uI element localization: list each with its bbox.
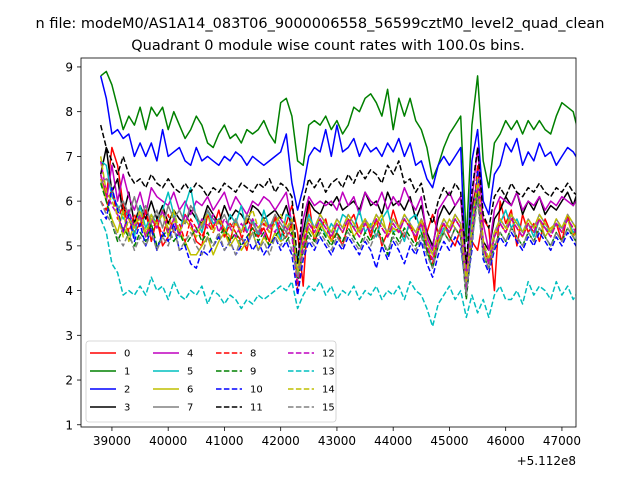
figure-suptitle: n file: modeM0/AS1A14_083T06_9000006558_… — [36, 16, 605, 32]
x-tick-label: 42000 — [262, 434, 300, 448]
axis-layer: 39000 40000 41000 42000 43000 44000 45000 46000… — [65, 60, 581, 448]
y-tick-label: 9 — [65, 60, 73, 74]
series-line-14 — [99, 156, 576, 283]
series-line-12 — [99, 160, 576, 292]
y-tick-label: 6 — [65, 195, 73, 209]
legend-label-2: 2 — [124, 385, 130, 396]
legend-label-0: 0 — [124, 349, 130, 360]
y-tick-label: 2 — [65, 374, 73, 388]
series-line-15 — [100, 200, 576, 296]
series-layer — [99, 70, 576, 328]
y-tick-label: 7 — [65, 150, 73, 164]
series-line-10 — [100, 169, 576, 296]
series-line-11 — [99, 124, 576, 265]
legend-label-14: 14 — [322, 385, 335, 396]
legend-label-13: 13 — [322, 367, 335, 378]
series-line-1 — [100, 70, 576, 243]
legend-label-3: 3 — [124, 403, 130, 414]
x-tick-label: 46000 — [487, 434, 525, 448]
chart-title: Quadrant 0 module wise count rates with … — [131, 38, 525, 54]
x-offset-label: +5.112e8 — [517, 454, 576, 468]
legend-label-4: 4 — [187, 349, 193, 360]
x-tick-label: 39000 — [93, 434, 131, 448]
legend-label-9: 9 — [250, 367, 256, 378]
series-line-13 — [100, 218, 576, 328]
y-tick-label: 3 — [65, 329, 73, 343]
x-tick-label: 45000 — [430, 434, 468, 448]
y-tick-label: 1 — [65, 418, 73, 432]
y-tick-label: 5 — [65, 239, 73, 253]
legend-label-8: 8 — [250, 349, 256, 360]
plot-frame — [80, 57, 577, 428]
x-tick-label: 44000 — [374, 434, 412, 448]
legend-box — [85, 340, 337, 423]
y-tick-label: 4 — [65, 284, 73, 298]
y-tick-label: 8 — [65, 105, 73, 119]
legend-label-15: 15 — [322, 403, 335, 414]
x-tick-label: 47000 — [543, 434, 581, 448]
legend-label-1: 1 — [124, 367, 130, 378]
legend-label-7: 7 — [187, 403, 193, 414]
legend-label-5: 5 — [187, 367, 193, 378]
x-tick-label: 40000 — [149, 434, 187, 448]
legend-label-10: 10 — [250, 385, 263, 396]
series-line-2 — [99, 75, 576, 287]
x-tick-label: 41000 — [205, 434, 243, 448]
legend-label-12: 12 — [322, 349, 335, 360]
series-line-4 — [99, 146, 576, 274]
legend-label-6: 6 — [187, 385, 193, 396]
legend-label-11: 11 — [250, 403, 263, 414]
x-tick-label: 43000 — [318, 434, 356, 448]
